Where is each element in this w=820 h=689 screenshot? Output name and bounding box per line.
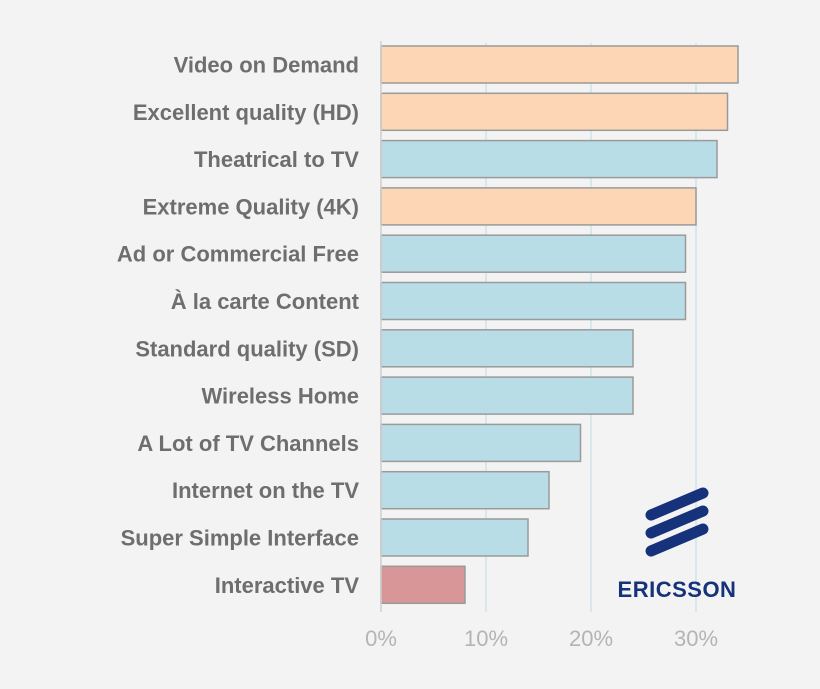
category-label-3: Extreme Quality (4K) xyxy=(143,194,359,219)
ericsson-logo-icon xyxy=(645,487,709,557)
category-label-2: Theatrical to TV xyxy=(194,147,359,172)
ericsson-logo-text: ERICSSON xyxy=(618,577,737,602)
category-label-11: Interactive TV xyxy=(215,573,360,598)
category-label-0: Video on Demand xyxy=(174,53,359,78)
category-label-9: Internet on the TV xyxy=(172,478,359,503)
category-label-6: Standard quality (SD) xyxy=(135,336,359,361)
bar-9 xyxy=(380,470,550,510)
bar-2 xyxy=(380,139,718,179)
bar-1 xyxy=(380,92,729,132)
category-labels: Video on Demand Excellent quality (HD) The… xyxy=(117,53,360,598)
category-label-7: Wireless Home xyxy=(201,384,359,409)
x-tick-label-3: 30% xyxy=(674,626,718,651)
bar-5 xyxy=(380,281,687,321)
ericsson-logo: ERICSSON xyxy=(618,487,737,602)
x-tick-label-1: 10% xyxy=(464,626,508,651)
bar-0 xyxy=(380,45,739,84)
x-tick-labels: 0% 10% 20% 30% xyxy=(365,626,718,651)
bar-11 xyxy=(380,565,466,605)
bar-8 xyxy=(380,423,582,463)
x-tick-label-2: 20% xyxy=(569,626,613,651)
bar-3 xyxy=(380,187,697,226)
bar-7 xyxy=(380,376,634,415)
x-tick-label-0: 0% xyxy=(365,626,397,651)
bars xyxy=(380,45,739,605)
category-label-4: Ad or Commercial Free xyxy=(117,242,359,267)
bar-10 xyxy=(380,518,529,557)
category-label-10: Super Simple Interface xyxy=(121,526,359,551)
category-label-5: À la carte Content xyxy=(171,289,360,314)
bar-4 xyxy=(380,234,687,273)
category-label-1: Excellent quality (HD) xyxy=(133,100,359,125)
category-label-8: A Lot of TV Channels xyxy=(137,431,359,456)
bar-6 xyxy=(380,329,634,368)
